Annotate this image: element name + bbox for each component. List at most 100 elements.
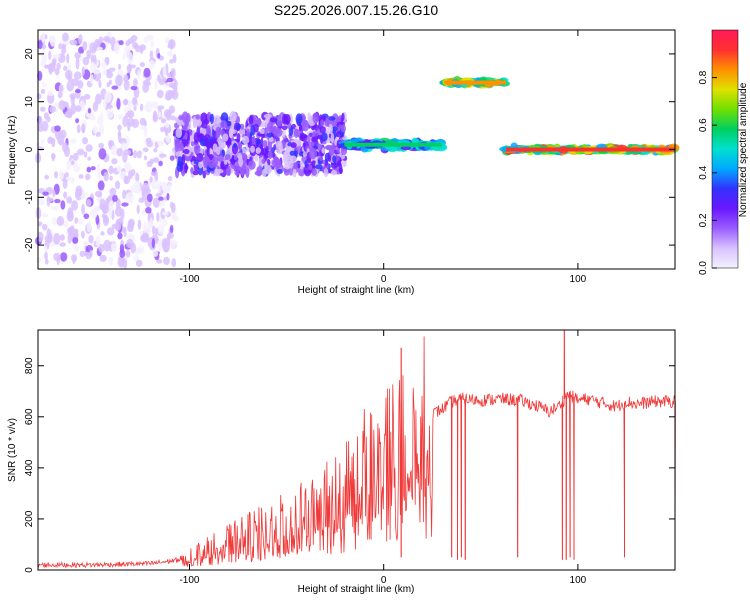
spectrogram-marks	[34, 31, 680, 269]
spectrogram-cell	[229, 110, 237, 123]
spectrogram-cell	[233, 142, 238, 148]
spectrogram-cell	[118, 113, 123, 120]
spectrogram-cell	[292, 168, 297, 178]
spectrogram-cell	[311, 168, 317, 176]
spectrogram-cell	[74, 217, 79, 224]
spectrogram-cell	[146, 225, 151, 235]
spectrogram-cell	[66, 196, 73, 204]
spectrogram-cell	[289, 150, 296, 156]
spectrogram-cell	[161, 182, 167, 191]
snr-ytick-label: 200	[24, 510, 35, 527]
spectrogram-cell	[135, 259, 143, 267]
spectrogram-cell	[165, 122, 170, 128]
spectrogram-cell	[283, 113, 291, 125]
spectrogram-cell	[118, 40, 124, 46]
spectrogram-cell	[194, 119, 202, 127]
spectrogram-cell	[170, 115, 177, 121]
snr-panel: -100 0 100 0 200 400 600 800 Height of straight…	[7, 329, 676, 595]
spectrogram-cell	[83, 213, 90, 219]
spectrogram-cell	[58, 43, 62, 50]
spectrogram-cell	[54, 198, 61, 204]
spectrogram-cell	[175, 151, 183, 157]
spectrogram-cell	[60, 43, 67, 49]
spectrogram-cell	[114, 180, 121, 190]
spectrogram-cell	[37, 197, 45, 206]
spectrogram-cell	[137, 69, 141, 80]
spectrogram-cell	[260, 137, 264, 148]
colorbar-tick-label: 0.0	[698, 261, 709, 275]
spectrogram-cell	[157, 52, 161, 59]
spectrogram-cell	[233, 153, 238, 161]
spectrogram-cell	[176, 160, 183, 173]
spectrogram-cell	[263, 113, 272, 119]
spectrogram-cell	[51, 152, 55, 162]
spectrogram-cell	[227, 165, 231, 176]
spectrogram-cell	[133, 105, 137, 111]
spectrogram-cell	[299, 160, 304, 170]
spectrogram-cell	[139, 61, 146, 68]
spectrogram-cell	[112, 194, 118, 202]
spectrogram-cell	[170, 67, 176, 78]
spectrogram-cell	[201, 121, 208, 129]
spectrogram-cell	[111, 85, 119, 90]
spectrogram-cell	[152, 110, 158, 121]
spectrogram-cell	[126, 64, 133, 73]
spectrogram-cell	[86, 166, 92, 173]
snr-ylabel: SNR (10 * v/v)	[7, 418, 18, 482]
spectrogram-cell	[48, 62, 56, 73]
spectrogram-cell	[70, 94, 75, 106]
spectrogram-cell	[73, 245, 80, 252]
spectrogram-cell	[276, 114, 283, 127]
spectrogram-cell	[166, 50, 174, 57]
spectrogram-cell	[39, 106, 46, 112]
spectrogram-cell	[63, 65, 68, 71]
colorbar-tick-label: 0.6	[698, 118, 709, 132]
spectrogram-cell	[78, 34, 83, 45]
spectrogram-cell	[82, 137, 89, 145]
spectrogram-cell	[54, 171, 59, 179]
spectrogram-cell	[125, 112, 132, 118]
spectrogram-cell	[245, 167, 250, 178]
spectrogram-cell	[111, 223, 119, 230]
spectrogram-cell	[216, 146, 221, 156]
spectrogram-cell	[53, 232, 61, 245]
spectrogram-cell	[69, 39, 78, 46]
spectrogram-cell	[311, 136, 318, 143]
spectrogram-cell	[261, 168, 267, 177]
spectrogram-cell	[46, 116, 51, 123]
spectrogram-cell	[156, 89, 164, 99]
spectrogram-cell	[98, 80, 102, 89]
spectrogram-cell	[282, 128, 286, 138]
spectrogram-cell	[130, 85, 138, 91]
figure-title: S225.2026.007.15.26.G10	[274, 2, 438, 18]
spectrogram-cell	[264, 161, 268, 171]
spectrogram-cell	[273, 125, 277, 137]
spectrogram-cell	[203, 134, 211, 140]
spectrogram-cell	[269, 117, 278, 123]
spectrogram-cell	[102, 69, 107, 76]
spectrogram-cell	[216, 117, 222, 129]
spectrogram-cell	[99, 198, 106, 210]
spectrogram-cell	[158, 201, 165, 207]
spectrogram-cell	[157, 224, 165, 235]
spectrogram-cell	[110, 145, 119, 156]
spectrogram-cell	[145, 206, 152, 214]
spectrogram-cell	[133, 78, 138, 87]
spectrogram-cell	[83, 93, 91, 100]
spectrogram-cell	[86, 220, 92, 233]
spectrogram-cell	[256, 166, 262, 177]
spectrogram-cell	[262, 140, 268, 149]
spectrogram-cell	[222, 133, 229, 142]
spectrogram-cell	[127, 38, 134, 44]
spectrogram-cell	[92, 125, 99, 134]
spectrogram-cell	[217, 130, 226, 135]
spectrogram-cell	[152, 197, 161, 208]
spectrogram-cell	[241, 135, 250, 145]
spectrogram-cell	[63, 191, 68, 199]
spectrogram-cell	[156, 105, 165, 110]
spectrogram-cell	[323, 168, 329, 177]
spectrogram-cell	[73, 71, 82, 80]
spectrogram-cell	[54, 125, 61, 132]
spectrogram-cell	[60, 252, 68, 262]
